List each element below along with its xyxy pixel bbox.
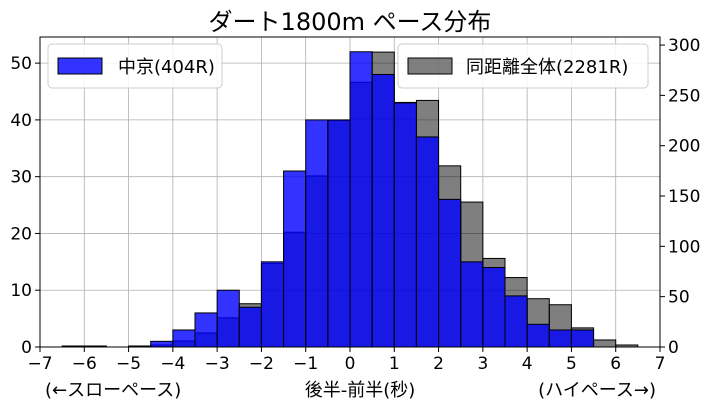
legend-overall: 同距離全体(2281R) xyxy=(397,43,649,89)
legend-chukyo: 中京(404R) xyxy=(47,43,223,89)
bar-chukyo xyxy=(150,340,174,348)
bar-chukyo xyxy=(216,289,240,348)
x-tick-label: 3 xyxy=(477,354,488,374)
legend-overall-box xyxy=(397,43,649,89)
y-right-tick-label: 250 xyxy=(668,86,700,106)
x-tick-label: −7 xyxy=(27,354,52,374)
bar-chukyo xyxy=(548,329,572,348)
bar-chukyo xyxy=(327,119,351,348)
x-tick-label: 6 xyxy=(610,354,621,374)
x-tick-label: −2 xyxy=(249,354,274,374)
x-tick-label: −5 xyxy=(116,354,141,374)
bar-chukyo xyxy=(305,119,329,348)
legend-overall-swatch xyxy=(407,57,453,75)
x-axis-label-slow: (←スローペース) xyxy=(45,380,181,401)
x-tick-label: −4 xyxy=(160,354,185,374)
bars-chukyo xyxy=(150,51,595,348)
bar-chukyo xyxy=(283,170,307,348)
x-tick-label: 1 xyxy=(389,354,400,374)
bar-chukyo xyxy=(349,51,373,348)
x-tick-label: 4 xyxy=(522,354,533,374)
bar-chukyo xyxy=(371,73,395,348)
bar-chukyo xyxy=(238,306,262,348)
chart-title: ダート1800m ペース分布 xyxy=(209,8,492,36)
x-axis-label: 後半-前半(秒) xyxy=(305,380,416,401)
bar-chukyo xyxy=(482,267,506,348)
y-right-tick-label: 200 xyxy=(668,137,700,157)
bar-chukyo xyxy=(460,261,484,348)
x-tick-label: 0 xyxy=(345,354,356,374)
x-tick-label: 2 xyxy=(433,354,444,374)
y-right-tick-label: 150 xyxy=(668,187,700,207)
legend-overall-label: 同距離全体(2281R) xyxy=(466,57,628,78)
bar-chukyo xyxy=(172,329,196,348)
x-tick-label: 7 xyxy=(655,354,666,374)
bar-chukyo xyxy=(415,136,440,348)
x-tick-label: −1 xyxy=(293,354,318,374)
y-right-tick-label: 50 xyxy=(668,288,690,308)
axis-ticks: −7 −6 −5 −4 −3 −2 −1 0 1 2 3 4 5 6 7010203040500501001… xyxy=(10,36,700,374)
legend-chukyo-label: 中京(404R) xyxy=(118,57,215,78)
bar-chukyo xyxy=(393,102,417,348)
x-tick-label: −3 xyxy=(205,354,230,374)
legend-chukyo-box xyxy=(47,43,223,89)
y-left-tick-label: 50 xyxy=(10,54,32,74)
y-left-tick-label: 20 xyxy=(10,224,32,244)
y-left-tick-label: 40 xyxy=(10,111,32,131)
bar-chukyo xyxy=(570,329,595,348)
x-axis-label-high: (ハイペース→) xyxy=(538,380,656,401)
bar-chukyo xyxy=(194,312,218,348)
y-right-tick-label: 0 xyxy=(668,338,679,358)
bar-overall xyxy=(593,339,617,348)
y-right-tick-label: 300 xyxy=(668,36,700,56)
x-tick-label: 5 xyxy=(566,354,577,374)
legend-chukyo-swatch xyxy=(57,57,103,75)
bar-chukyo xyxy=(526,323,550,348)
bar-chukyo xyxy=(438,198,462,348)
y-left-tick-label: 0 xyxy=(21,338,32,358)
bar-chukyo xyxy=(260,261,285,348)
y-left-tick-label: 10 xyxy=(10,281,32,301)
y-left-tick-label: 30 xyxy=(10,168,32,188)
y-right-tick-label: 100 xyxy=(668,237,700,257)
x-tick-label: −6 xyxy=(72,354,97,374)
bar-chukyo xyxy=(504,295,528,348)
